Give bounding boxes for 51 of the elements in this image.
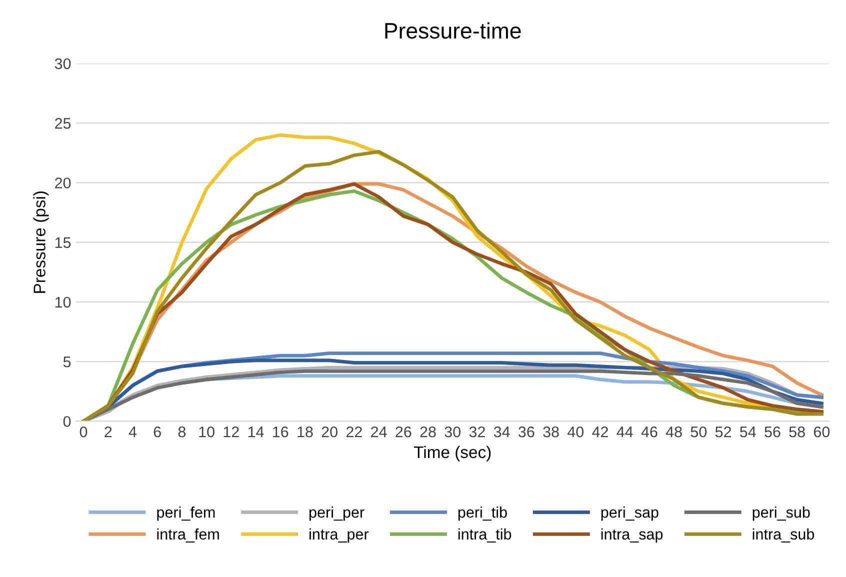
legend-label: peri_sap	[601, 506, 658, 521]
x-tick-label: 6	[154, 426, 161, 438]
y-tick-label: 15	[55, 237, 71, 248]
x-tick-label: 32	[469, 426, 485, 438]
x-tick-label: 36	[518, 426, 534, 438]
x-tick-label: 44	[616, 426, 633, 438]
x-tick-label: 46	[641, 426, 658, 438]
x-tick-label: 16	[273, 426, 288, 438]
x-tick-label: 0	[80, 426, 88, 438]
x-tick-label: 42	[592, 426, 608, 438]
legend-label: peri_fem	[157, 506, 215, 521]
y-tick-label: 0	[63, 416, 71, 427]
legend-label: intra_fem	[157, 528, 219, 542]
x-tick-label: 56	[764, 426, 780, 438]
x-tick-label: 30	[444, 426, 461, 438]
x-tick-label: 26	[396, 426, 412, 438]
x-tick-label: 50	[690, 426, 707, 438]
x-tick-label: 22	[346, 426, 362, 438]
y-tick-label: 20	[55, 178, 71, 188]
x-tick-label: 40	[567, 426, 584, 438]
x-tick-label: 38	[543, 426, 559, 438]
x-tick-label: 54	[740, 426, 756, 438]
x-tick-label: 12	[224, 426, 239, 438]
x-tick-label: 60	[814, 426, 830, 438]
legend-label: peri_per	[310, 506, 364, 521]
legend-label: intra_per	[310, 528, 369, 543]
x-tick-label: 4	[128, 426, 137, 438]
x-tick-label: 2	[104, 426, 112, 438]
y-tick-label: 10	[55, 296, 71, 308]
x-tick-label: 14	[248, 426, 264, 438]
x-axis-title: Time (sec)	[414, 446, 491, 462]
x-tick-label: 58	[789, 426, 805, 438]
x-tick-label: 20	[322, 426, 338, 438]
x-tick-label: 28	[420, 426, 436, 438]
y-tick-label: 25	[55, 118, 71, 129]
y-tick-label: 30	[54, 58, 71, 70]
x-tick-label: 18	[298, 426, 313, 438]
x-tick-label: 52	[715, 426, 732, 438]
y-tick-label: 5	[63, 356, 71, 368]
x-tick-label: 10	[199, 426, 214, 438]
chart-title: Pressure-time	[385, 22, 521, 39]
x-tick-label: 34	[494, 426, 510, 438]
legend-label: intra_sub	[752, 528, 814, 542]
legend-label: intra_tib	[458, 528, 512, 542]
legend-label: peri_sub	[752, 506, 810, 521]
x-tick-label: 8	[178, 426, 186, 438]
legend-label: peri_tib	[458, 506, 507, 521]
legend-label: intra_sap	[601, 528, 663, 543]
x-tick-label: 24	[371, 426, 387, 438]
y-axis-title: Pressure (psi)	[33, 192, 49, 293]
x-tick-label: 48	[666, 426, 682, 438]
